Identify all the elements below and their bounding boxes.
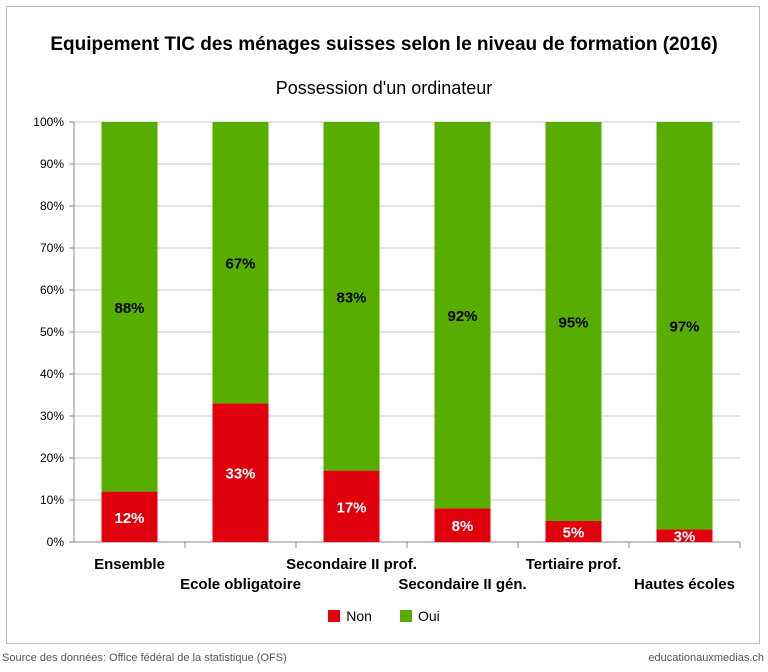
y-tick-label: 90%	[40, 157, 64, 171]
y-tick-label: 40%	[40, 367, 64, 381]
data-label: 8%	[452, 518, 474, 535]
data-label: 95%	[558, 315, 588, 332]
data-label: 12%	[114, 510, 144, 527]
data-label: 97%	[669, 319, 699, 336]
y-tick-label: 20%	[40, 451, 64, 465]
bar-non	[545, 521, 602, 542]
bar-oui	[101, 122, 158, 492]
y-tick-label: 70%	[40, 241, 64, 255]
chart-subtitle: Possession d'un ordinateur	[275, 78, 493, 98]
bar-oui	[545, 122, 602, 521]
bar-oui	[323, 122, 380, 471]
legend-item-oui: Oui	[399, 608, 440, 624]
bar-non	[434, 508, 491, 542]
data-label: 67%	[225, 256, 255, 273]
y-tick-label: 60%	[40, 283, 64, 297]
data-label: 33%	[225, 466, 255, 483]
legend-label-non: Non	[346, 608, 372, 624]
legend-label-oui: Oui	[417, 608, 440, 624]
chart-title: Equipement TIC des ménages suisses selon…	[50, 34, 718, 55]
y-tick-label: 0%	[47, 535, 65, 549]
bar-oui	[212, 122, 269, 404]
y-tick-label: 100%	[33, 115, 64, 129]
x-tick-label: Secondaire II gén.	[398, 576, 526, 593]
bar-oui	[434, 122, 491, 509]
data-label: 3%	[674, 529, 696, 546]
x-tick-label: Ensemble	[94, 556, 165, 573]
bar-non	[101, 491, 158, 542]
site-credit: educationauxmedias.ch	[648, 652, 764, 664]
y-tick-label: 10%	[40, 493, 64, 507]
x-tick-label: Hautes écoles	[634, 576, 735, 593]
bar-non	[212, 403, 269, 542]
data-label: 17%	[336, 499, 366, 516]
legend-swatch-non	[328, 610, 341, 622]
x-tick-label: Tertiaire prof.	[526, 556, 622, 573]
y-tick-label: 30%	[40, 409, 64, 423]
data-label: 83%	[336, 289, 366, 306]
legend-swatch-oui	[399, 610, 412, 622]
bar-non	[656, 529, 713, 542]
x-tick-label: Ecole obligatoire	[180, 576, 301, 593]
legend-item-non: Non	[328, 608, 372, 624]
source-note: Source des données: Office fédéral de la…	[2, 652, 287, 664]
y-tick-label: 80%	[40, 199, 64, 213]
y-tick-label: 50%	[40, 325, 64, 339]
data-label: 92%	[447, 308, 477, 325]
data-label: 5%	[563, 525, 585, 542]
bar-oui	[656, 122, 713, 530]
x-tick-label: Secondaire II prof.	[286, 556, 417, 573]
bar-non	[323, 470, 380, 542]
data-label: 88%	[114, 300, 144, 317]
chart-legend: Non Oui	[0, 608, 768, 624]
